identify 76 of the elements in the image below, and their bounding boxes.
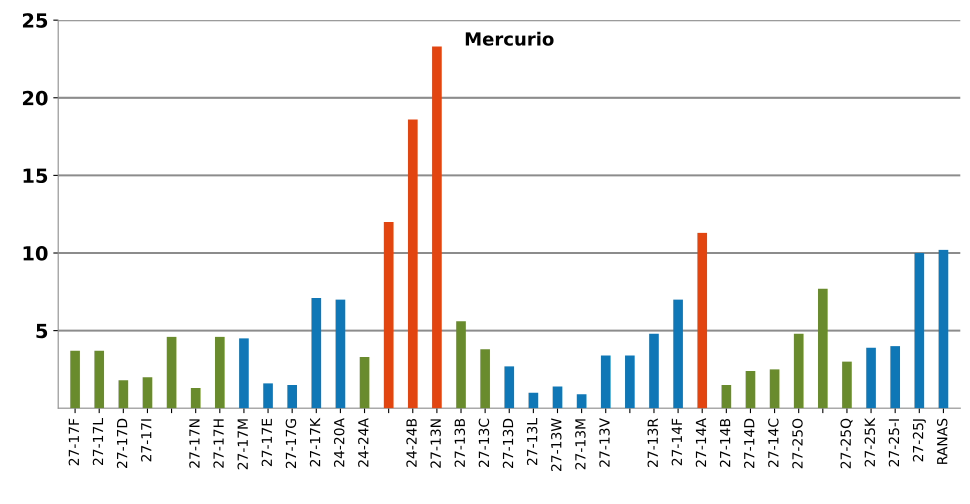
x-tick-label: 27-25J	[912, 419, 926, 462]
x-tick-label: 27-13D	[502, 418, 514, 468]
bar	[649, 334, 659, 408]
x-tick-label: 27-14F	[672, 418, 682, 466]
bar	[890, 346, 900, 408]
x-tick-label: 27-25K	[864, 418, 876, 466]
x-tick-label: 24-24B	[406, 418, 417, 467]
bar	[263, 383, 273, 408]
x-tick-label: 27-17L	[92, 418, 104, 466]
bar	[938, 250, 948, 408]
x-tick-label: 27-17M	[237, 419, 248, 470]
bar	[456, 321, 466, 408]
bar	[576, 394, 586, 408]
bar	[190, 388, 201, 408]
x-tick-label: 27-17F	[68, 418, 79, 466]
x-tick-label: RANAS	[936, 418, 948, 464]
x-tick-label: 27-25O	[792, 418, 803, 468]
x-tick-label: 27-17I	[140, 419, 152, 462]
bar	[722, 384, 732, 408]
x-tick-label: 27-13V	[599, 418, 610, 467]
x-tick-label: 27-17D	[116, 418, 128, 468]
x-tick-label: 27-14D	[744, 418, 754, 468]
x-tick-label: 27-13M	[575, 419, 586, 470]
x-tick-label: 24-24A	[358, 418, 368, 467]
y-tick-label: 10	[24, 246, 48, 261]
x-tick-label: 27-17K	[310, 418, 320, 466]
bar	[360, 357, 370, 408]
bar	[118, 380, 128, 408]
bar	[94, 350, 104, 408]
bar	[166, 336, 176, 408]
x-tick-label: 27-25Q	[840, 418, 853, 468]
y-tick-label: 20	[22, 90, 48, 106]
y-tick-label: 5	[36, 324, 48, 338]
bar	[794, 334, 804, 408]
bar	[818, 288, 828, 408]
x-tick-label: 27-14C	[768, 418, 779, 467]
bar	[432, 46, 442, 408]
x-tick-label: 27-13N	[430, 419, 441, 468]
bar	[842, 362, 852, 408]
x-tick-label: 27-13B	[454, 418, 466, 467]
x-tick-label: 27-17H	[213, 419, 224, 468]
x-tick-label: 27-13C	[478, 418, 490, 467]
bar	[504, 366, 514, 408]
x-tick-label: 27-14A	[696, 418, 706, 467]
bar	[673, 300, 683, 408]
bar	[239, 338, 249, 408]
bar	[287, 384, 297, 408]
x-tick-label: 27-13R	[647, 418, 658, 467]
text: Mercurio	[466, 32, 554, 46]
bar	[866, 348, 876, 408]
bar	[384, 222, 394, 408]
x-tick-label: 27-17E	[262, 418, 272, 466]
x-tick-label: 27-17G	[286, 419, 296, 468]
x-tick-label: 24-20A	[334, 418, 344, 467]
y-tick-label: 25	[22, 13, 48, 28]
bar	[528, 392, 538, 408]
bar	[408, 120, 418, 408]
bar	[600, 355, 611, 408]
bar	[746, 370, 756, 408]
bar	[914, 253, 924, 408]
x-tick-label: 27-25-I	[888, 419, 900, 466]
bar	[480, 349, 490, 408]
bar	[625, 355, 635, 408]
bar	[770, 369, 780, 408]
x-tick-label: 27-14B	[720, 418, 730, 467]
y-tick-label: 15	[24, 168, 48, 184]
x-tick-label: 27-13L	[526, 418, 538, 466]
bar	[311, 298, 322, 408]
bar	[214, 336, 225, 408]
bar	[142, 377, 152, 408]
bar	[552, 386, 562, 408]
x-tick-label: 27-13W	[551, 418, 562, 472]
bar	[70, 350, 80, 408]
x-tick-label: 27-17N	[189, 419, 200, 468]
bar	[336, 300, 346, 408]
bar	[697, 232, 708, 408]
